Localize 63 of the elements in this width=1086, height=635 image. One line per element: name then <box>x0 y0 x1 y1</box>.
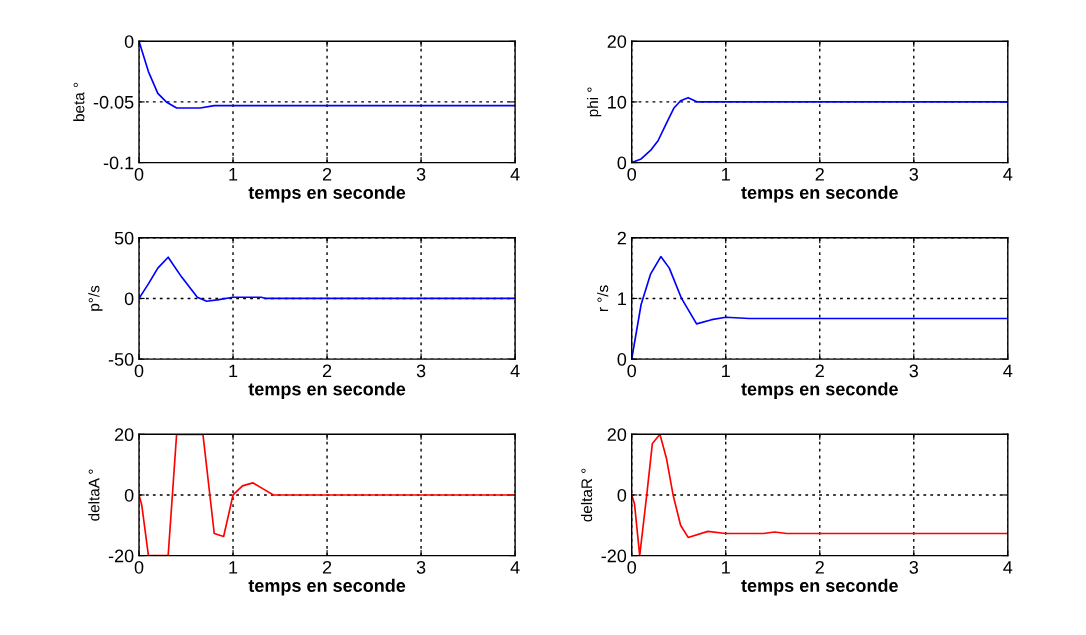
x-tick-label: 0 <box>134 364 144 378</box>
y-tick-label: 20 <box>114 428 134 442</box>
x-tick-label: 2 <box>322 167 332 181</box>
x-tick-label: 3 <box>909 364 919 378</box>
x-tick-label: 4 <box>510 168 520 181</box>
y-tick-label: -0.1 <box>103 156 134 170</box>
x-axis-title: temps en seconde <box>248 578 406 596</box>
x-tick-label: 2 <box>815 364 824 378</box>
y-axis-title: r °/s <box>597 285 609 312</box>
x-tick-label: 4 <box>510 364 520 378</box>
x-tick-label: 3 <box>416 560 426 574</box>
y-tick-label: 1 <box>618 292 626 305</box>
x-tick-label: 2 <box>322 364 332 378</box>
y-tick-label: 0 <box>617 353 627 366</box>
y-tick-label: -20 <box>601 549 627 563</box>
x-tick-label: 2 <box>815 560 824 574</box>
y-tick-label: 0 <box>124 292 134 306</box>
y-tick-label: -20 <box>108 549 134 563</box>
x-tick-label: 1 <box>229 561 238 574</box>
line-series <box>139 256 516 303</box>
y-tick-label: 20 <box>607 35 627 48</box>
x-axis-title: temps en seconde <box>248 185 406 203</box>
x-tick-label: 0 <box>134 167 144 181</box>
x-tick-label: 4 <box>1003 561 1013 574</box>
x-tick-label: 4 <box>1003 168 1013 181</box>
x-tick-label: 0 <box>627 167 637 181</box>
y-axis-title: deltaA ° <box>88 469 100 521</box>
x-axis-title: temps en seconde <box>741 382 898 400</box>
y-axis-title: beta ° <box>73 82 85 121</box>
y-tick-label: 0 <box>124 35 134 48</box>
x-tick-label: 4 <box>1003 364 1013 378</box>
x-axis-title: temps en seconde <box>248 382 406 400</box>
y-tick-label: 50 <box>114 231 134 245</box>
y-axis-title: p°/s <box>88 285 103 311</box>
x-tick-label: 3 <box>909 167 919 181</box>
y-axis-title: phi ° <box>586 87 602 117</box>
x-tick-label: 1 <box>229 168 238 181</box>
y-tick-label: 2 <box>617 231 626 245</box>
y-tick-label: 20 <box>607 428 627 442</box>
x-tick-label: 3 <box>416 167 426 181</box>
line-series <box>139 434 516 556</box>
line-series <box>631 434 1008 556</box>
x-tick-label: 2 <box>322 560 332 574</box>
x-tick-label: 0 <box>627 364 637 378</box>
x-tick-label: 3 <box>909 560 919 574</box>
x-tick-label: 4 <box>510 561 520 574</box>
x-tick-label: 1 <box>722 168 730 181</box>
y-tick-label: 0 <box>124 488 134 502</box>
y-tick-label: 10 <box>608 95 627 109</box>
x-tick-label: 1 <box>229 364 238 378</box>
y-tick-label: -50 <box>108 353 134 366</box>
x-tick-label: 2 <box>815 167 824 181</box>
x-tick-label: 0 <box>134 560 144 574</box>
y-tick-label: 0 <box>617 488 627 502</box>
x-axis-title: temps en seconde <box>741 578 898 596</box>
y-axis-title: deltaR ° <box>580 468 593 522</box>
y-tick-label: -0.05 <box>93 95 134 109</box>
x-tick-label: 1 <box>722 561 730 574</box>
x-tick-label: 1 <box>722 364 730 378</box>
y-tick-label: 0 <box>617 156 627 170</box>
x-tick-label: 3 <box>416 364 426 378</box>
x-axis-title: temps en seconde <box>741 185 898 203</box>
x-tick-label: 0 <box>627 560 637 574</box>
